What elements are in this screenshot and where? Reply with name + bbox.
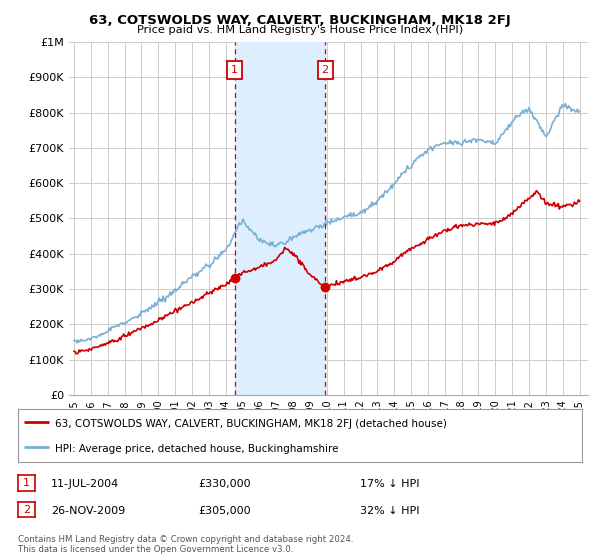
Text: Price paid vs. HM Land Registry's House Price Index (HPI): Price paid vs. HM Land Registry's House … <box>137 25 463 35</box>
Text: 2: 2 <box>23 505 30 515</box>
Text: 63, COTSWOLDS WAY, CALVERT, BUCKINGHAM, MK18 2FJ (detached house): 63, COTSWOLDS WAY, CALVERT, BUCKINGHAM, … <box>55 419 446 429</box>
Bar <box>235 42 325 395</box>
Text: 63, COTSWOLDS WAY, CALVERT, BUCKINGHAM, MK18 2FJ: 63, COTSWOLDS WAY, CALVERT, BUCKINGHAM, … <box>89 14 511 27</box>
Text: £330,000: £330,000 <box>198 479 251 489</box>
Text: 32% ↓ HPI: 32% ↓ HPI <box>360 506 419 516</box>
Text: £305,000: £305,000 <box>198 506 251 516</box>
Text: 1: 1 <box>23 478 30 488</box>
Text: 26-NOV-2009: 26-NOV-2009 <box>51 506 125 516</box>
Point <box>230 274 239 283</box>
Text: 11-JUL-2004: 11-JUL-2004 <box>51 479 119 489</box>
Text: 1: 1 <box>231 65 238 75</box>
Text: HPI: Average price, detached house, Buckinghamshire: HPI: Average price, detached house, Buck… <box>55 444 338 454</box>
Text: Contains HM Land Registry data © Crown copyright and database right 2024.
This d: Contains HM Land Registry data © Crown c… <box>18 535 353 554</box>
Point <box>320 283 330 292</box>
Text: 2: 2 <box>322 65 329 75</box>
Text: 17% ↓ HPI: 17% ↓ HPI <box>360 479 419 489</box>
